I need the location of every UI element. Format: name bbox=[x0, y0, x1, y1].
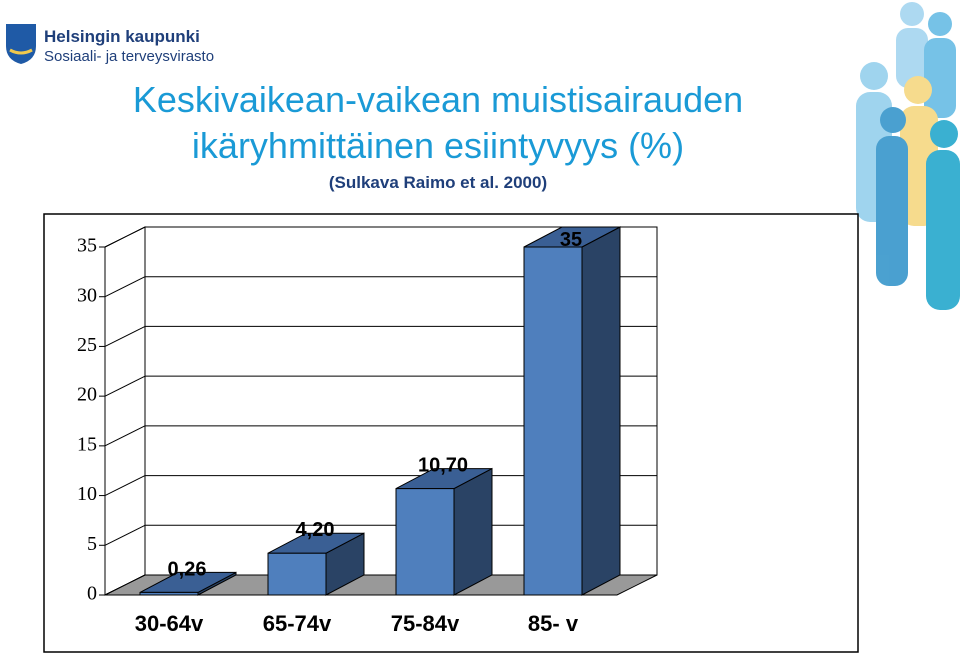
chart-subtitle: (Sulkava Raimo et al. 2000) bbox=[329, 173, 547, 192]
chart-title: ikäryhmittäinen esiintyvyys (%) bbox=[192, 125, 684, 166]
bar bbox=[523, 246, 583, 596]
bar-side bbox=[453, 467, 493, 596]
chart-frame bbox=[43, 213, 859, 653]
logo-shield bbox=[6, 24, 36, 64]
bar bbox=[267, 552, 327, 596]
figure bbox=[876, 136, 908, 286]
side-wall bbox=[104, 226, 146, 596]
figure bbox=[896, 28, 928, 88]
y-tick-label: 35 bbox=[77, 235, 97, 257]
grid-line bbox=[104, 375, 146, 397]
org-name: Helsingin kaupunki bbox=[44, 27, 200, 46]
logo: Helsingin kaupunki Sosiaali- ja terveysv… bbox=[6, 24, 214, 65]
y-tick-label: 20 bbox=[77, 384, 97, 406]
grid-line bbox=[104, 574, 146, 596]
value-label: 4,20 bbox=[296, 519, 335, 541]
figure bbox=[880, 107, 906, 133]
x-tick-label: 30-64v bbox=[135, 611, 204, 636]
x-tick-label: 65-74v bbox=[263, 611, 332, 636]
figure bbox=[860, 62, 888, 90]
grid-line bbox=[104, 325, 146, 347]
value-label: 10,70 bbox=[418, 455, 468, 477]
figure bbox=[900, 2, 924, 26]
people-illustration bbox=[856, 2, 960, 310]
figure bbox=[924, 38, 956, 118]
figure bbox=[904, 76, 932, 104]
bar-side bbox=[581, 226, 621, 596]
y-tick-label: 15 bbox=[77, 433, 97, 455]
grid-line bbox=[104, 524, 146, 546]
figure bbox=[930, 120, 958, 148]
x-tick-label: 75-84v bbox=[391, 611, 460, 636]
figure bbox=[926, 150, 960, 310]
bar bbox=[395, 488, 455, 596]
grid-line bbox=[104, 226, 146, 248]
y-tick-label: 30 bbox=[77, 284, 97, 306]
value-label: 0,26 bbox=[168, 558, 207, 580]
y-tick-label: 0 bbox=[87, 583, 97, 605]
value-label: 35 bbox=[560, 229, 582, 251]
plot: 0 5 10 15 20 25 30 35 0,26 30-64v 4,20 65-74v 10,70 7… bbox=[77, 226, 658, 636]
figure bbox=[928, 12, 952, 36]
x-tick-label: 85- v bbox=[528, 611, 579, 636]
y-tick-label: 25 bbox=[77, 334, 97, 356]
y-tick-label: 10 bbox=[77, 483, 97, 505]
chart-title: Keskivaikean-vaikean muistisairauden bbox=[133, 79, 743, 120]
bar bbox=[139, 591, 199, 596]
logo-crown bbox=[9, 48, 33, 55]
y-tick-label: 5 bbox=[87, 533, 97, 555]
grid-line bbox=[104, 475, 146, 497]
grid-line bbox=[104, 425, 146, 447]
dept-name: Sosiaali- ja terveysvirasto bbox=[44, 48, 214, 65]
grid-line bbox=[104, 276, 146, 298]
